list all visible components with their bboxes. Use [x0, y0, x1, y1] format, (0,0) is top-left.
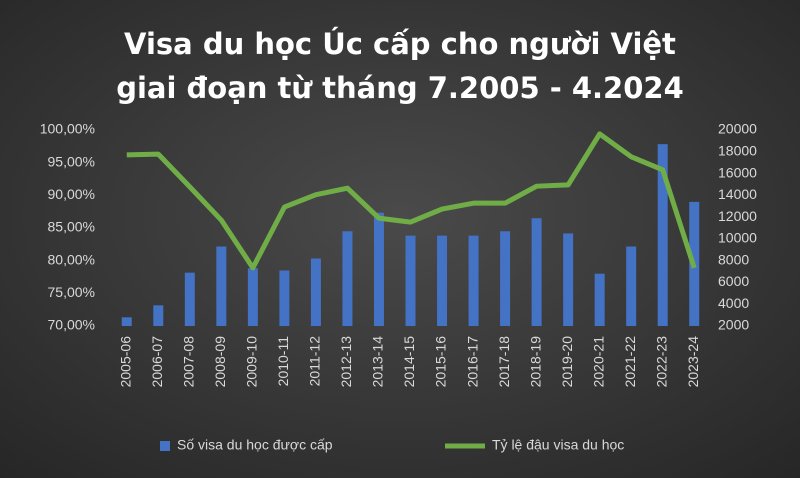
bar: [184, 272, 195, 326]
bar: [153, 305, 164, 326]
x-tick-label: 2008-09: [212, 336, 228, 388]
y-tick-label: 100,00%: [40, 121, 95, 137]
x-tick-label: 2011-12: [307, 336, 323, 387]
x-tick-label: 2015-16: [433, 336, 449, 388]
x-tick-label: 2014-15: [401, 336, 417, 388]
chart-title: giai đoạn từ tháng 7.2005 - 4.2024: [116, 71, 684, 105]
y-tick-label: 80,00%: [48, 251, 95, 267]
x-tick-label: 2020-21: [590, 336, 606, 388]
x-tick-label: 2023-24: [685, 336, 701, 388]
y-tick-label: 75,00%: [48, 284, 95, 300]
bar: [310, 258, 321, 326]
line: [126, 131, 697, 271]
bar: [247, 268, 258, 326]
x-tick-label: 2009-10: [244, 336, 260, 388]
bar: [468, 235, 479, 326]
bar: [531, 218, 542, 326]
y-tick-label: 85,00%: [48, 219, 95, 235]
x-tick-label: 2007-08: [181, 336, 197, 388]
y-tick-label: 70,00%: [48, 317, 95, 333]
y-tick-label: 90,00%: [48, 186, 95, 202]
x-tick-label: 2010-11: [275, 336, 291, 387]
y2-tick-label: 12000: [718, 208, 757, 224]
y2-tick-label: 16000: [718, 164, 757, 180]
x-tick-label: 2016-17: [464, 336, 480, 388]
bar: [405, 235, 416, 326]
x-tick-label: 2017-18: [496, 336, 512, 388]
x-tick-label: 2005-06: [117, 336, 133, 388]
y2-tick-label: 4000: [718, 295, 749, 311]
x-tick-label: 2018-19: [527, 336, 543, 388]
y2-tick-label: 8000: [718, 251, 749, 267]
bar: [657, 144, 668, 326]
x-tick-label: 2012-13: [338, 336, 354, 388]
x-tick-label: 2006-07: [149, 336, 165, 388]
x-tick-label: 2021-22: [622, 336, 638, 388]
bar: [594, 273, 605, 326]
y2-tick-label: 2000: [718, 317, 749, 333]
legend-label: Tỷ lệ đậu visa du học: [492, 437, 624, 453]
y-tick-label: 95,00%: [48, 153, 95, 169]
y2-tick-label: 10000: [718, 230, 757, 246]
x-tick-label: 2019-20: [559, 336, 575, 388]
bar: [121, 317, 132, 326]
x-tick-label: 2022-23: [653, 336, 669, 388]
bar: [500, 231, 511, 326]
legend-swatch: [160, 441, 170, 451]
y2-tick-label: 14000: [718, 186, 757, 202]
bar: [279, 270, 290, 326]
bar: [216, 246, 227, 326]
bar: [437, 235, 448, 326]
y2-tick-label: 20000: [718, 121, 757, 137]
legend-label: Số visa du học được cấp: [177, 437, 333, 453]
bar: [342, 231, 353, 326]
bar: [626, 246, 637, 326]
bar: [563, 233, 574, 326]
chart-title: Visa du học Úc cấp cho người Việt: [124, 27, 676, 61]
y2-tick-label: 6000: [718, 273, 749, 289]
y2-tick-label: 18000: [718, 142, 757, 158]
bar: [373, 212, 384, 326]
x-tick-label: 2013-14: [370, 336, 386, 388]
